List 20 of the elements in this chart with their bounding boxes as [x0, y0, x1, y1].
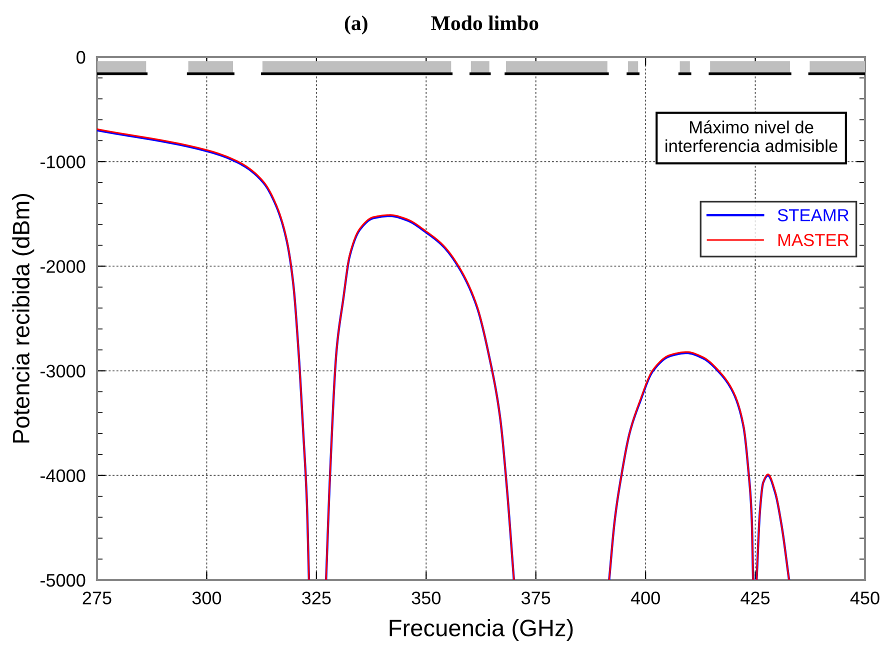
legend-label: MASTER: [778, 234, 849, 246]
y-tick-label: -4000: [40, 469, 86, 482]
x-axis-title: Frecuencia (GHz): [390, 619, 573, 642]
x-tick-label: 425: [740, 592, 770, 604]
x-tick-label: 350: [412, 592, 440, 604]
y-tick-label: -1000: [40, 156, 86, 168]
y-tick-label: -3000: [40, 364, 86, 378]
y-tick-label: -5000: [40, 574, 86, 587]
y-tick-label: -2000: [40, 260, 86, 273]
x-tick-label: 300: [192, 592, 222, 604]
x-tick-label: 325: [302, 592, 331, 604]
x-tick-label: 375: [521, 592, 550, 604]
chart-title: (a) Modo limbo: [344, 16, 538, 34]
legend-label: STEAMR: [778, 209, 849, 222]
y-axis-title: Potencia recibida (dBm): [12, 194, 34, 443]
annotation: Máximo nivel de interferencia admisible: [666, 120, 838, 152]
x-tick-label: 400: [630, 592, 660, 604]
x-tick-label: 275: [82, 592, 112, 604]
x-tick-label: 450: [850, 592, 880, 604]
y-tick-label: 0: [76, 50, 86, 64]
